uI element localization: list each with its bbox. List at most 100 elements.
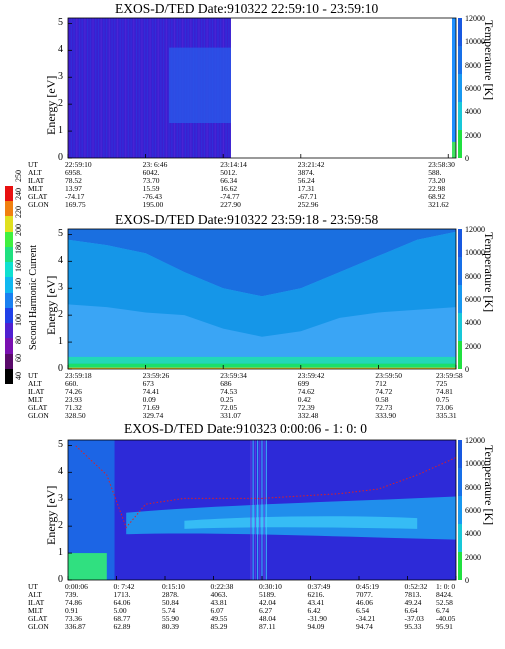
- orbit-row-label: GLON: [28, 411, 49, 420]
- orbit-value: 87.11: [259, 622, 276, 631]
- colorbar-tick-label: 200: [14, 224, 23, 236]
- orbit-value: 0.91: [65, 606, 79, 615]
- orbit-value: 74.72: [375, 387, 393, 396]
- orbit-value: 6.07: [210, 606, 224, 615]
- ytick-label: 1: [58, 547, 63, 559]
- orbit-value: 328.50: [65, 411, 86, 420]
- orbit-value: 23:59:26: [142, 371, 170, 380]
- orbit-value: 23: 6:46: [142, 160, 168, 169]
- ytick-label: 4: [58, 466, 63, 478]
- orbit-value: 6958.: [65, 168, 82, 177]
- colorbar-segment: [5, 200, 13, 217]
- y2tick-label: 4000: [465, 107, 481, 117]
- orbit-value: 0.42: [297, 395, 311, 404]
- ytick-label: 5: [58, 17, 63, 29]
- orbit-value: 72.39: [297, 403, 315, 412]
- orbit-value: 46.06: [356, 598, 373, 607]
- y2tick-label: 4000: [465, 529, 481, 539]
- orbit-value: 23:59:34: [220, 371, 247, 380]
- ytick-label: 2: [58, 520, 63, 532]
- orbit-value: 6.64: [404, 606, 418, 615]
- orbit-value: 7077.: [356, 590, 373, 599]
- panel-3-ylabel: Energy [eV]: [44, 485, 58, 545]
- panel-1: EXOS-D/TED Date:910322 22:59:10 - 23:59:…: [0, 0, 505, 215]
- colorbar-segment: [5, 246, 13, 263]
- y2tick-label: 10000: [465, 459, 485, 469]
- orbit-row-label: GLAT: [28, 614, 48, 623]
- orbit-row-label: MLT: [28, 606, 44, 615]
- orbit-value: 2878.: [162, 590, 179, 599]
- orbit-value: 73.06: [436, 403, 453, 412]
- orbit-value: 71.69: [142, 403, 160, 412]
- orbit-value: 95.91: [436, 622, 453, 631]
- colorbar-tick-label: 60: [14, 354, 23, 362]
- orbit-value: 6216.: [307, 590, 325, 599]
- orbit-row-label: UT: [28, 582, 38, 591]
- orbit-value: 94.09: [307, 622, 325, 631]
- orbit-value: 17.31: [297, 184, 315, 193]
- y2tick-label: 12000: [465, 225, 485, 234]
- orbit-value: 80.39: [162, 622, 179, 631]
- orbit-value: 660.: [65, 379, 79, 388]
- panel-2-title: EXOS-D/TED Date:910322 23:59:18 - 23:59:…: [115, 212, 379, 227]
- orbit-value: 74.86: [65, 598, 82, 607]
- orbit-value: 73.36: [65, 614, 82, 623]
- y2tick-label: 10000: [465, 37, 485, 47]
- orbit-value: 23.93: [65, 395, 82, 404]
- orbit-row-label: UT: [28, 160, 38, 169]
- orbit-row-label: ALT: [28, 379, 42, 388]
- orbit-value: 55.90: [162, 614, 179, 623]
- y2tick-label: 2000: [465, 552, 481, 562]
- orbit-value: 23:59:50: [375, 371, 403, 380]
- orbit-value: 74.53: [220, 387, 238, 396]
- orbit-value: 5012.: [220, 168, 238, 177]
- orbit-value: 3874.: [297, 168, 315, 177]
- colorbar-tick-label: 40: [14, 372, 23, 380]
- orbit-value: 8424.: [436, 590, 453, 599]
- orbit-value: 23:14:14: [220, 160, 247, 169]
- y2tick-label: 2000: [465, 130, 481, 140]
- orbit-value: 49.55: [210, 614, 228, 623]
- orbit-value: 335.31: [436, 411, 457, 420]
- orbit-value: 43.41: [307, 598, 325, 607]
- colorbar-segment: [5, 215, 13, 232]
- orbit-value: 673: [142, 379, 154, 388]
- y2tick-label: 10000: [465, 248, 485, 258]
- orbit-value: 333.90: [375, 411, 397, 420]
- orbit-value: 74.81: [436, 387, 453, 396]
- orbit-row-label: GLAT: [28, 403, 48, 412]
- orbit-value: 94.74: [356, 622, 373, 631]
- orbit-row-label: GLAT: [28, 192, 48, 201]
- orbit-value: 0.25: [220, 395, 234, 404]
- y2tick-label: 4000: [465, 318, 481, 328]
- orbit-value: 22:59:10: [65, 160, 92, 169]
- orbit-value: 0.75: [436, 395, 450, 404]
- orbit-value: 6.42: [307, 606, 321, 615]
- orbit-value: 712: [375, 379, 387, 388]
- orbit-row-label: MLT: [28, 184, 44, 193]
- orbit-value: 686: [220, 379, 232, 388]
- colorbar-segment: [5, 368, 13, 384]
- orbit-value: 15.59: [142, 184, 160, 193]
- orbit-value: 73.20: [428, 176, 446, 185]
- orbit-value: 23:59:42: [297, 371, 325, 380]
- orbit-value: 0:00:06: [65, 582, 88, 591]
- ytick-label: 2: [58, 309, 63, 321]
- orbit-row-label: GLON: [28, 200, 49, 209]
- orbit-value: 56.24: [297, 176, 315, 185]
- orbit-value: -76.43: [142, 192, 162, 201]
- orbit-value: 95.33: [404, 622, 422, 631]
- orbit-value: 71.32: [65, 403, 82, 412]
- orbit-value: 7813.: [404, 590, 422, 599]
- orbit-value: 6.27: [259, 606, 273, 615]
- orbit-value: 6.54: [356, 606, 370, 615]
- orbit-row-label: ALT: [28, 590, 42, 599]
- orbit-value: 16.62: [220, 184, 238, 193]
- orbit-value: 321.62: [428, 200, 449, 209]
- ytick-label: 2: [58, 98, 63, 110]
- orbit-value: -31.90: [307, 614, 327, 623]
- colorbar-segment: [5, 185, 13, 202]
- y2tick-label: 6000: [465, 506, 481, 515]
- y2tick-label: 6000: [465, 295, 481, 304]
